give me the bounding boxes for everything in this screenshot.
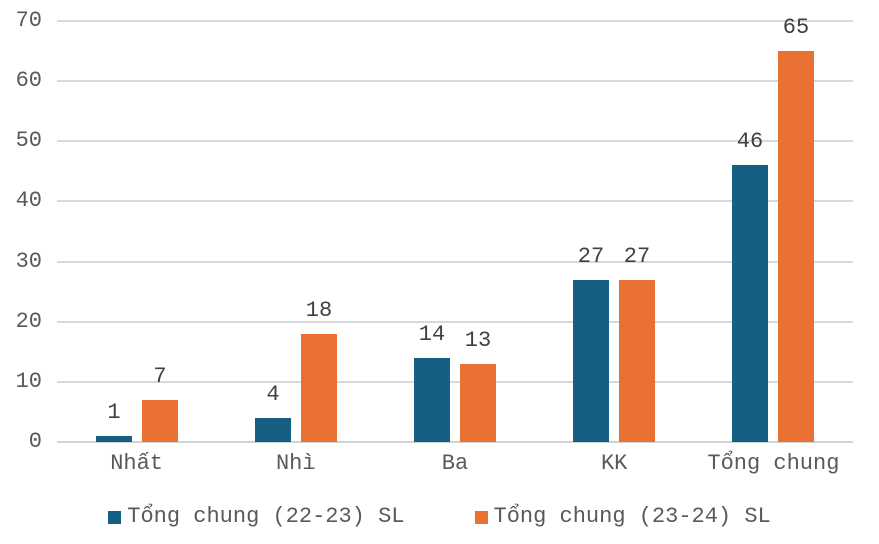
gridline [57, 321, 853, 323]
y-tick-label: 20 [15, 309, 42, 334]
bar-series2-3 [460, 364, 496, 442]
y-tick-label: 0 [28, 429, 42, 454]
value-label: 7 [153, 364, 167, 389]
bar-series2-4 [619, 280, 655, 442]
gridline [57, 261, 853, 263]
value-label: 13 [464, 328, 492, 353]
legend: Tổng chung (22-23) SL Tổng chung (23-24) … [0, 504, 879, 530]
gridline [57, 200, 853, 202]
y-tick-label: 30 [15, 249, 42, 274]
value-label: 18 [305, 298, 333, 323]
bar-series2-1 [142, 400, 178, 442]
value-label: 65 [782, 15, 810, 40]
value-label: 46 [736, 129, 764, 154]
x-axis-line [57, 441, 853, 443]
legend-item-series1: Tổng chung (22-23) SL [108, 504, 405, 530]
category-label: KK [600, 451, 628, 476]
legend-swatch-icon [108, 510, 122, 524]
y-tick-label: 10 [15, 369, 42, 394]
category-label: Nhì [275, 451, 316, 476]
category-label: Tổng chung [707, 451, 840, 476]
y-tick-label: 70 [15, 8, 42, 33]
bar-series1-2 [255, 418, 291, 442]
value-label: 27 [623, 244, 651, 269]
legend-label: Tổng chung (23-24) SL [493, 504, 771, 529]
gridline [57, 80, 853, 82]
bar-series1-5 [732, 165, 768, 442]
gridline [57, 20, 853, 22]
legend-label: Tổng chung (22-23) SL [127, 504, 405, 529]
gridline [57, 140, 853, 142]
y-tick-label: 50 [15, 128, 42, 153]
value-label: 14 [418, 322, 446, 347]
bar-series1-3 [414, 358, 450, 442]
bar-series2-2 [301, 334, 337, 442]
value-label: 1 [107, 400, 121, 425]
category-label: Nhất [110, 451, 163, 476]
bar-series2-5 [778, 51, 814, 442]
bar-series1-1 [96, 436, 132, 442]
value-label: 27 [577, 244, 605, 269]
legend-item-series2: Tổng chung (23-24) SL [474, 504, 771, 530]
y-tick-label: 40 [15, 188, 42, 213]
bar-series1-4 [573, 280, 609, 442]
value-label: 4 [266, 382, 280, 407]
legend-swatch-icon [474, 510, 488, 524]
gridline [57, 381, 853, 383]
category-label: Ba [441, 451, 469, 476]
y-tick-label: 60 [15, 68, 42, 93]
